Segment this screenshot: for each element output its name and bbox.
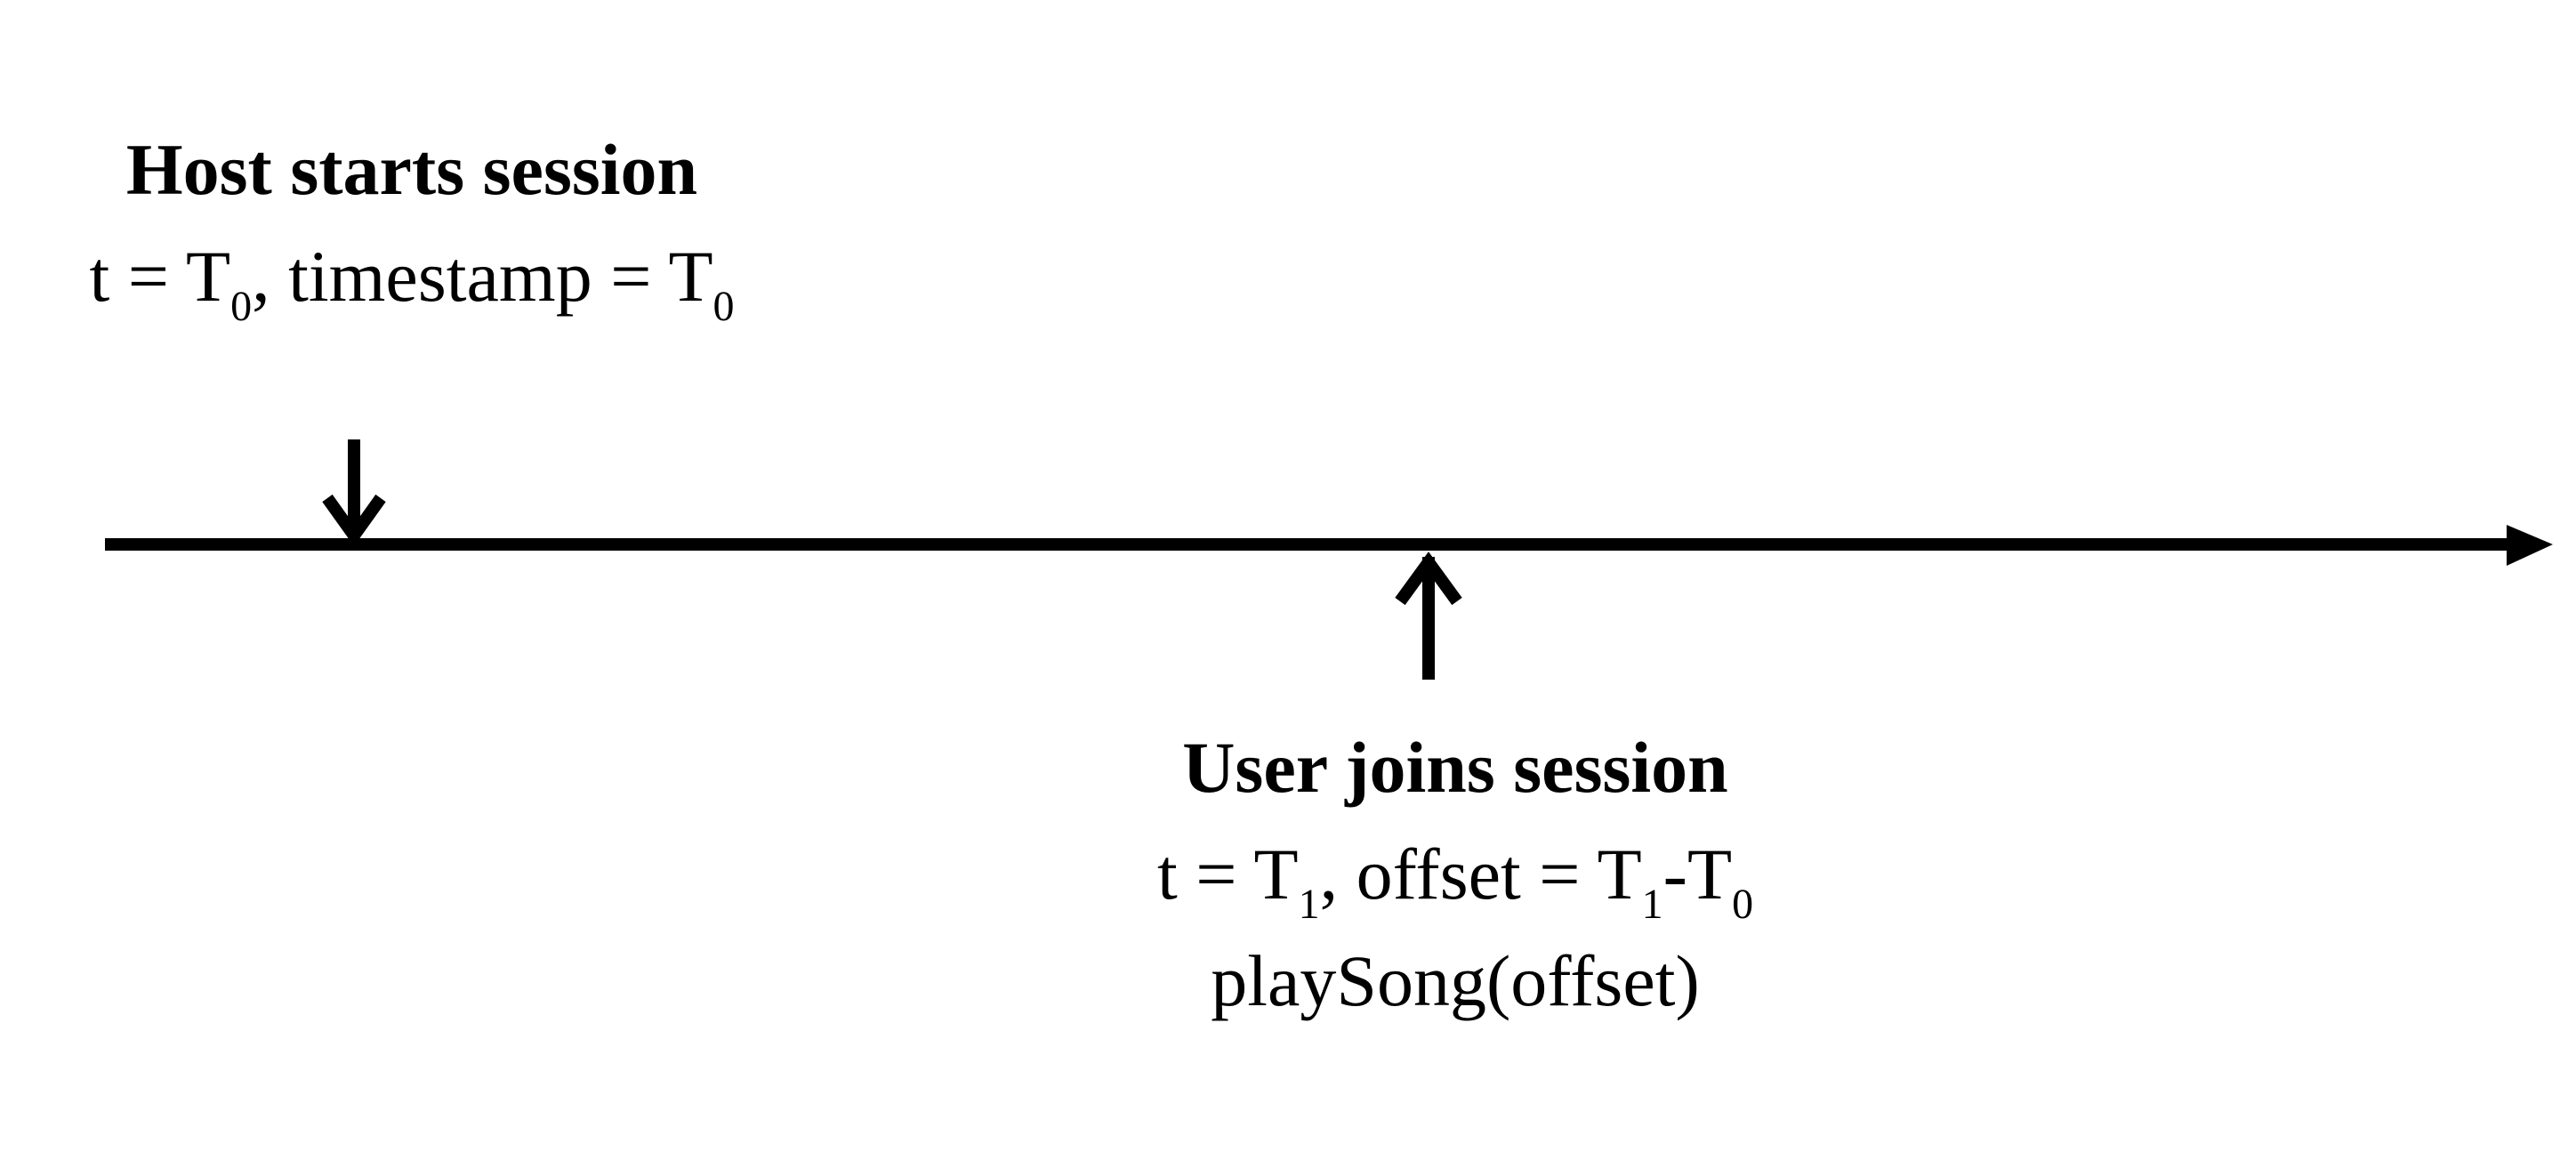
time-axis-arrowhead [2507, 525, 2553, 566]
play-song-call: playSong(offset) [1211, 940, 1700, 1021]
host-start-label: Host starts session t = T0, timestamp = … [43, 129, 781, 330]
host-start-formula: t = T0, timestamp = T0 [89, 236, 735, 330]
user-join-title: User joins session [1182, 727, 1728, 808]
user-join-label: User joins session t = T1, offset = T1-T… [1099, 731, 1811, 1018]
host-start-title: Host starts session [125, 129, 698, 210]
user-join-formula: t = T1, offset = T1-T0 [1156, 834, 1754, 928]
user-join-up-arrow [1395, 552, 1462, 680]
host-start-down-arrow [322, 439, 386, 547]
